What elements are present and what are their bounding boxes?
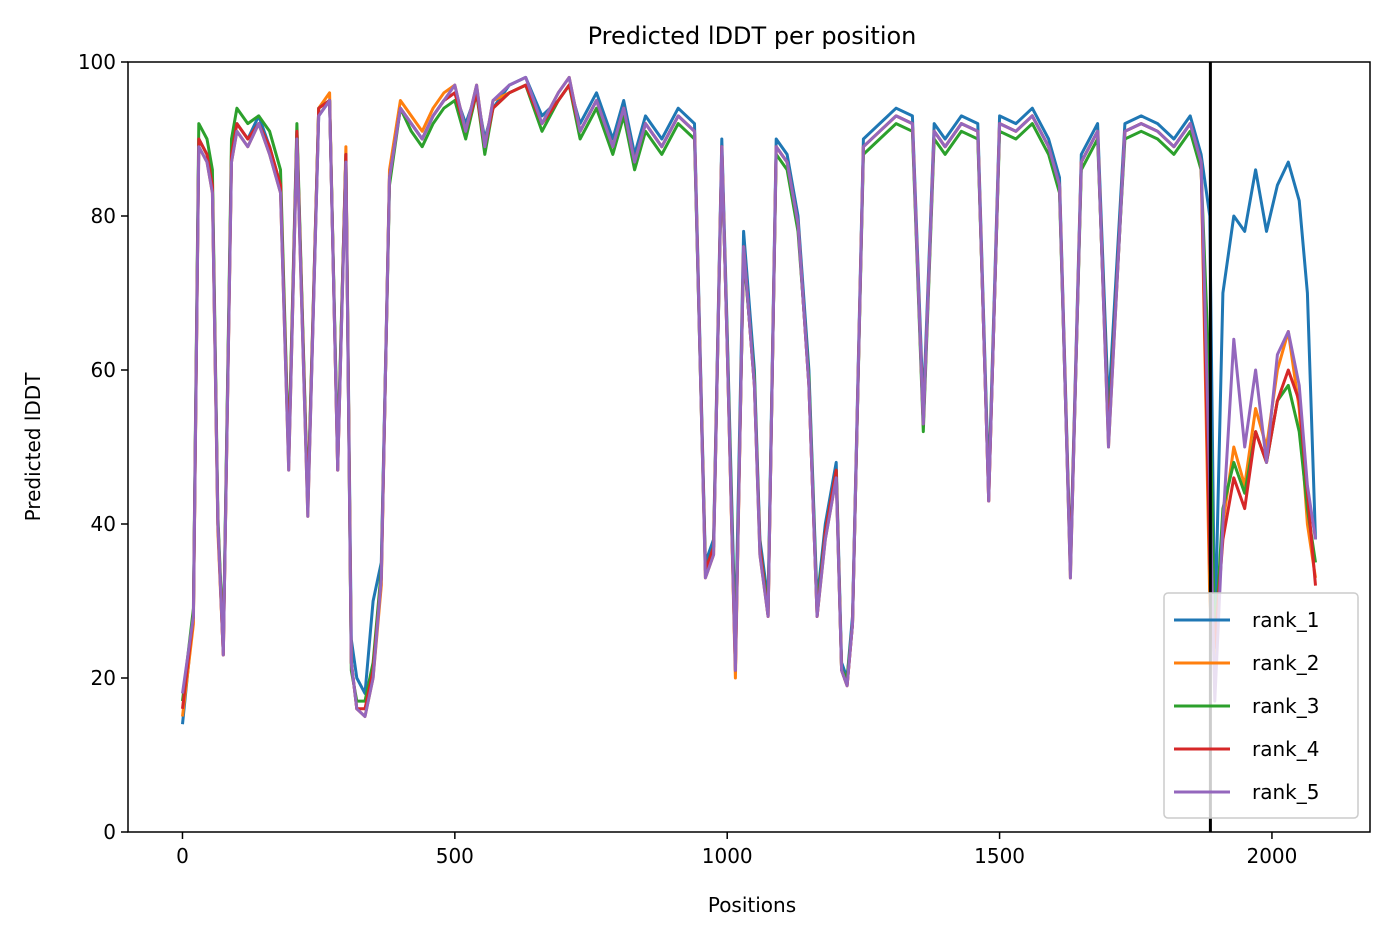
x-tick-label: 2000 bbox=[1246, 844, 1297, 868]
legend-label-rank_5: rank_5 bbox=[1252, 780, 1319, 804]
y-tick-label: 80 bbox=[91, 204, 116, 228]
series-line-rank_5 bbox=[181, 75, 1317, 718]
y-axis: 0 20 40 60 80 100 bbox=[78, 50, 128, 844]
y-tick-label: 20 bbox=[91, 666, 116, 690]
x-tick-label: 500 bbox=[436, 844, 474, 868]
y-tick-label: 60 bbox=[91, 358, 116, 382]
legend-box bbox=[1163, 592, 1359, 819]
x-tick-label: 1000 bbox=[702, 844, 753, 868]
y-tick-label: 100 bbox=[78, 50, 116, 74]
legend-label-rank_1: rank_1 bbox=[1252, 608, 1319, 632]
legend: rank_1 rank_2 rank_3 rank_4 rank_5 bbox=[1163, 592, 1359, 819]
x-tick-label: 0 bbox=[176, 844, 189, 868]
plot-frame bbox=[127, 61, 1371, 833]
x-axis: 0 500 1000 1500 2000 bbox=[176, 832, 1297, 868]
plot-area bbox=[181, 62, 1317, 832]
legend-label-rank_2: rank_2 bbox=[1252, 651, 1319, 675]
series-line-rank_1 bbox=[181, 75, 1317, 725]
legend-label-rank_3: rank_3 bbox=[1252, 694, 1319, 718]
y-tick-label: 0 bbox=[103, 820, 116, 844]
x-tick-label: 1500 bbox=[974, 844, 1025, 868]
series-layer bbox=[181, 75, 1317, 725]
x-axis-label: Positions bbox=[708, 893, 796, 917]
y-tick-label: 40 bbox=[91, 512, 116, 536]
chart-title: Predicted lDDT per position bbox=[588, 22, 917, 50]
legend-label-rank_4: rank_4 bbox=[1252, 737, 1319, 761]
y-axis-label: Predicted lDDT bbox=[21, 372, 45, 522]
